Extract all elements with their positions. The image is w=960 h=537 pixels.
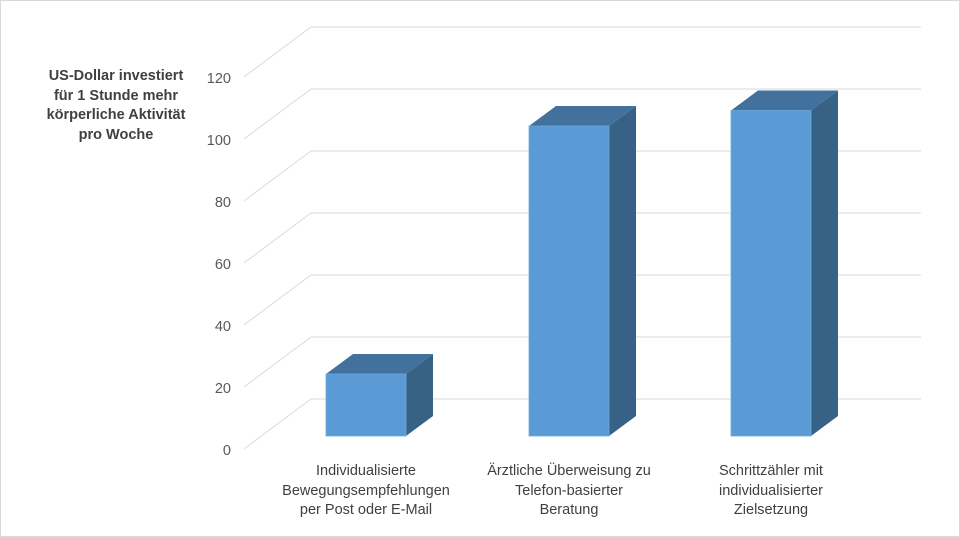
x-tick-label: Schrittzähler mit individualisierter Zie… [671, 462, 871, 521]
gridline-diagonal [243, 398, 312, 450]
gridline-diagonal [243, 26, 312, 78]
x-tick-label-line: individualisierter [719, 482, 823, 499]
gridline-diagonal [243, 336, 312, 388]
y-axis-title-line: pro Woche [78, 126, 154, 143]
gridline-diagonal [243, 88, 312, 140]
bar-top [326, 354, 433, 374]
gridline-diagonal [243, 150, 312, 202]
x-tick-label-line: Individualisierte [316, 463, 416, 479]
bar [730, 110, 812, 437]
y-axis-title-line: körperliche Aktivität [46, 107, 186, 123]
x-tick-label: Individualisierte Bewegungsempfehlungen … [266, 462, 466, 521]
x-tick-label-line: per Post oder E-Mail [299, 502, 433, 518]
bar-side [811, 90, 838, 436]
x-tick-label: Ärztliche Überweisung zu Telefon-basiert… [469, 462, 669, 521]
y-axis-title-line: US-Dollar investiert [48, 68, 184, 84]
y-tick-label: 60 [215, 257, 231, 273]
y-tick-label: 20 [215, 381, 231, 397]
y-tick-label: 120 [207, 71, 231, 87]
bar-top [529, 106, 636, 126]
y-axis-title: US-Dollar investiert für 1 Stunde mehr k… [21, 67, 211, 145]
x-tick-label-line: Schrittzähler mit [719, 463, 823, 479]
bar-top [731, 90, 838, 111]
gridline-diagonal [243, 274, 312, 326]
bar-side [609, 106, 636, 436]
x-tick-label-line: Beratung [539, 502, 599, 518]
x-tick-label-line: Ärztliche Überweisung zu [487, 463, 651, 479]
y-tick-label: 40 [215, 319, 231, 335]
gridline-diagonal [243, 212, 312, 264]
bar-side [406, 354, 433, 436]
x-tick-label-line: Bewegungsempfehlungen [282, 482, 450, 499]
bar [528, 125, 610, 437]
x-tick-label-line: Zielsetzung [733, 502, 809, 518]
bar [325, 373, 407, 437]
y-axis-title-line: für 1 Stunde mehr [53, 87, 179, 104]
y-tick-label: 100 [207, 133, 231, 149]
x-tick-label-line: Telefon-basierter [515, 482, 623, 499]
y-tick-label: 80 [215, 195, 231, 211]
y-tick-label: 0 [223, 443, 231, 459]
